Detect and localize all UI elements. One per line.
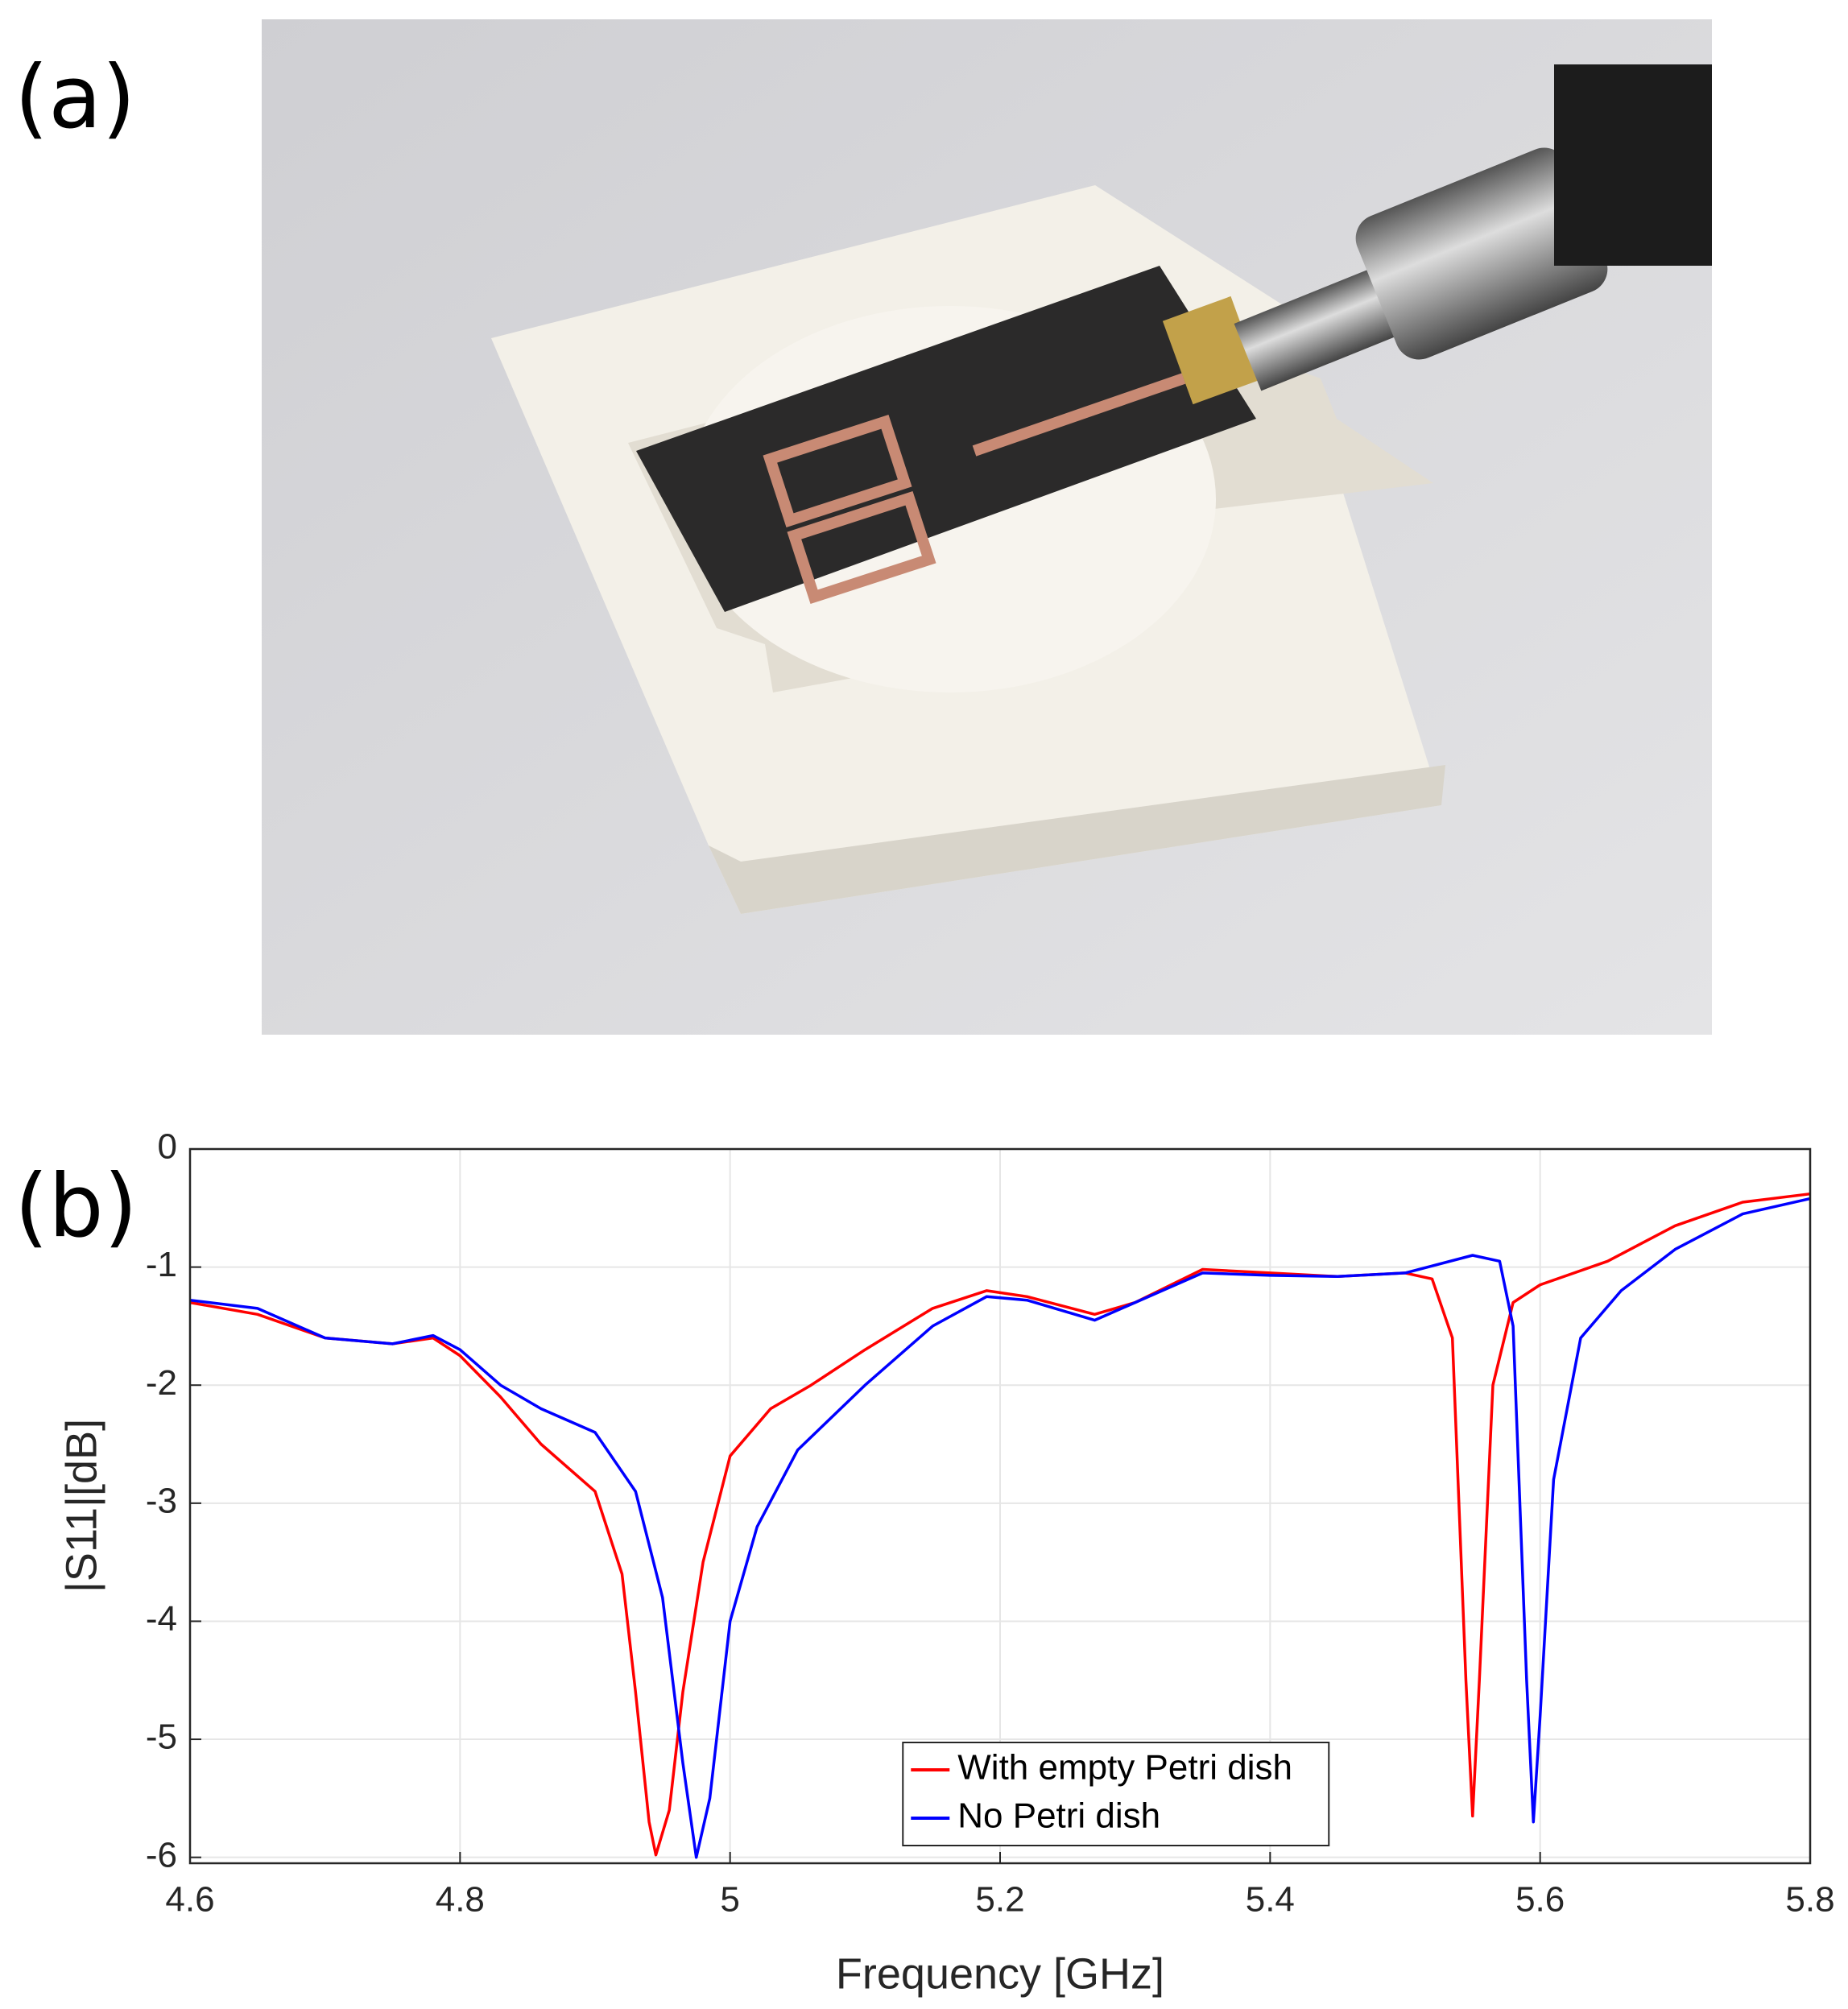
y-tick-label: -6 [146,1835,177,1875]
x-tick-label: 5.8 [1785,1880,1834,1920]
data-line [189,1192,1811,1857]
x-tick-label: 5.2 [975,1880,1024,1920]
panel-label: (b) [14,1156,138,1257]
y-tick-label: -4 [146,1599,177,1639]
photo [262,19,1712,1035]
legend-box [902,1742,1330,1846]
data-line [189,1197,1811,1859]
x-tick-label: 5.4 [1246,1880,1295,1920]
axes-box [188,1147,1812,1865]
legend-label: With empty Petri dish [957,1748,1292,1788]
x-tick-label: 4.8 [436,1880,485,1920]
x-tick-label: 5 [720,1880,739,1920]
y-tick-label: -1 [146,1245,177,1284]
x-tick-label: 5.6 [1515,1880,1565,1920]
panel-label: (a) [14,48,135,148]
y-tick-label: -5 [146,1718,177,1757]
y-tick-label: 0 [158,1127,177,1167]
legend-label: No Petri dish [957,1796,1160,1836]
x-axis-label: Frequency [GHz] [836,1949,1164,1998]
y-tick-label: -3 [146,1481,177,1520]
y-tick-label: -2 [146,1363,177,1403]
x-tick-label: 4.6 [165,1880,214,1920]
y-axis-label: |S11|[dB] [57,1419,105,1593]
